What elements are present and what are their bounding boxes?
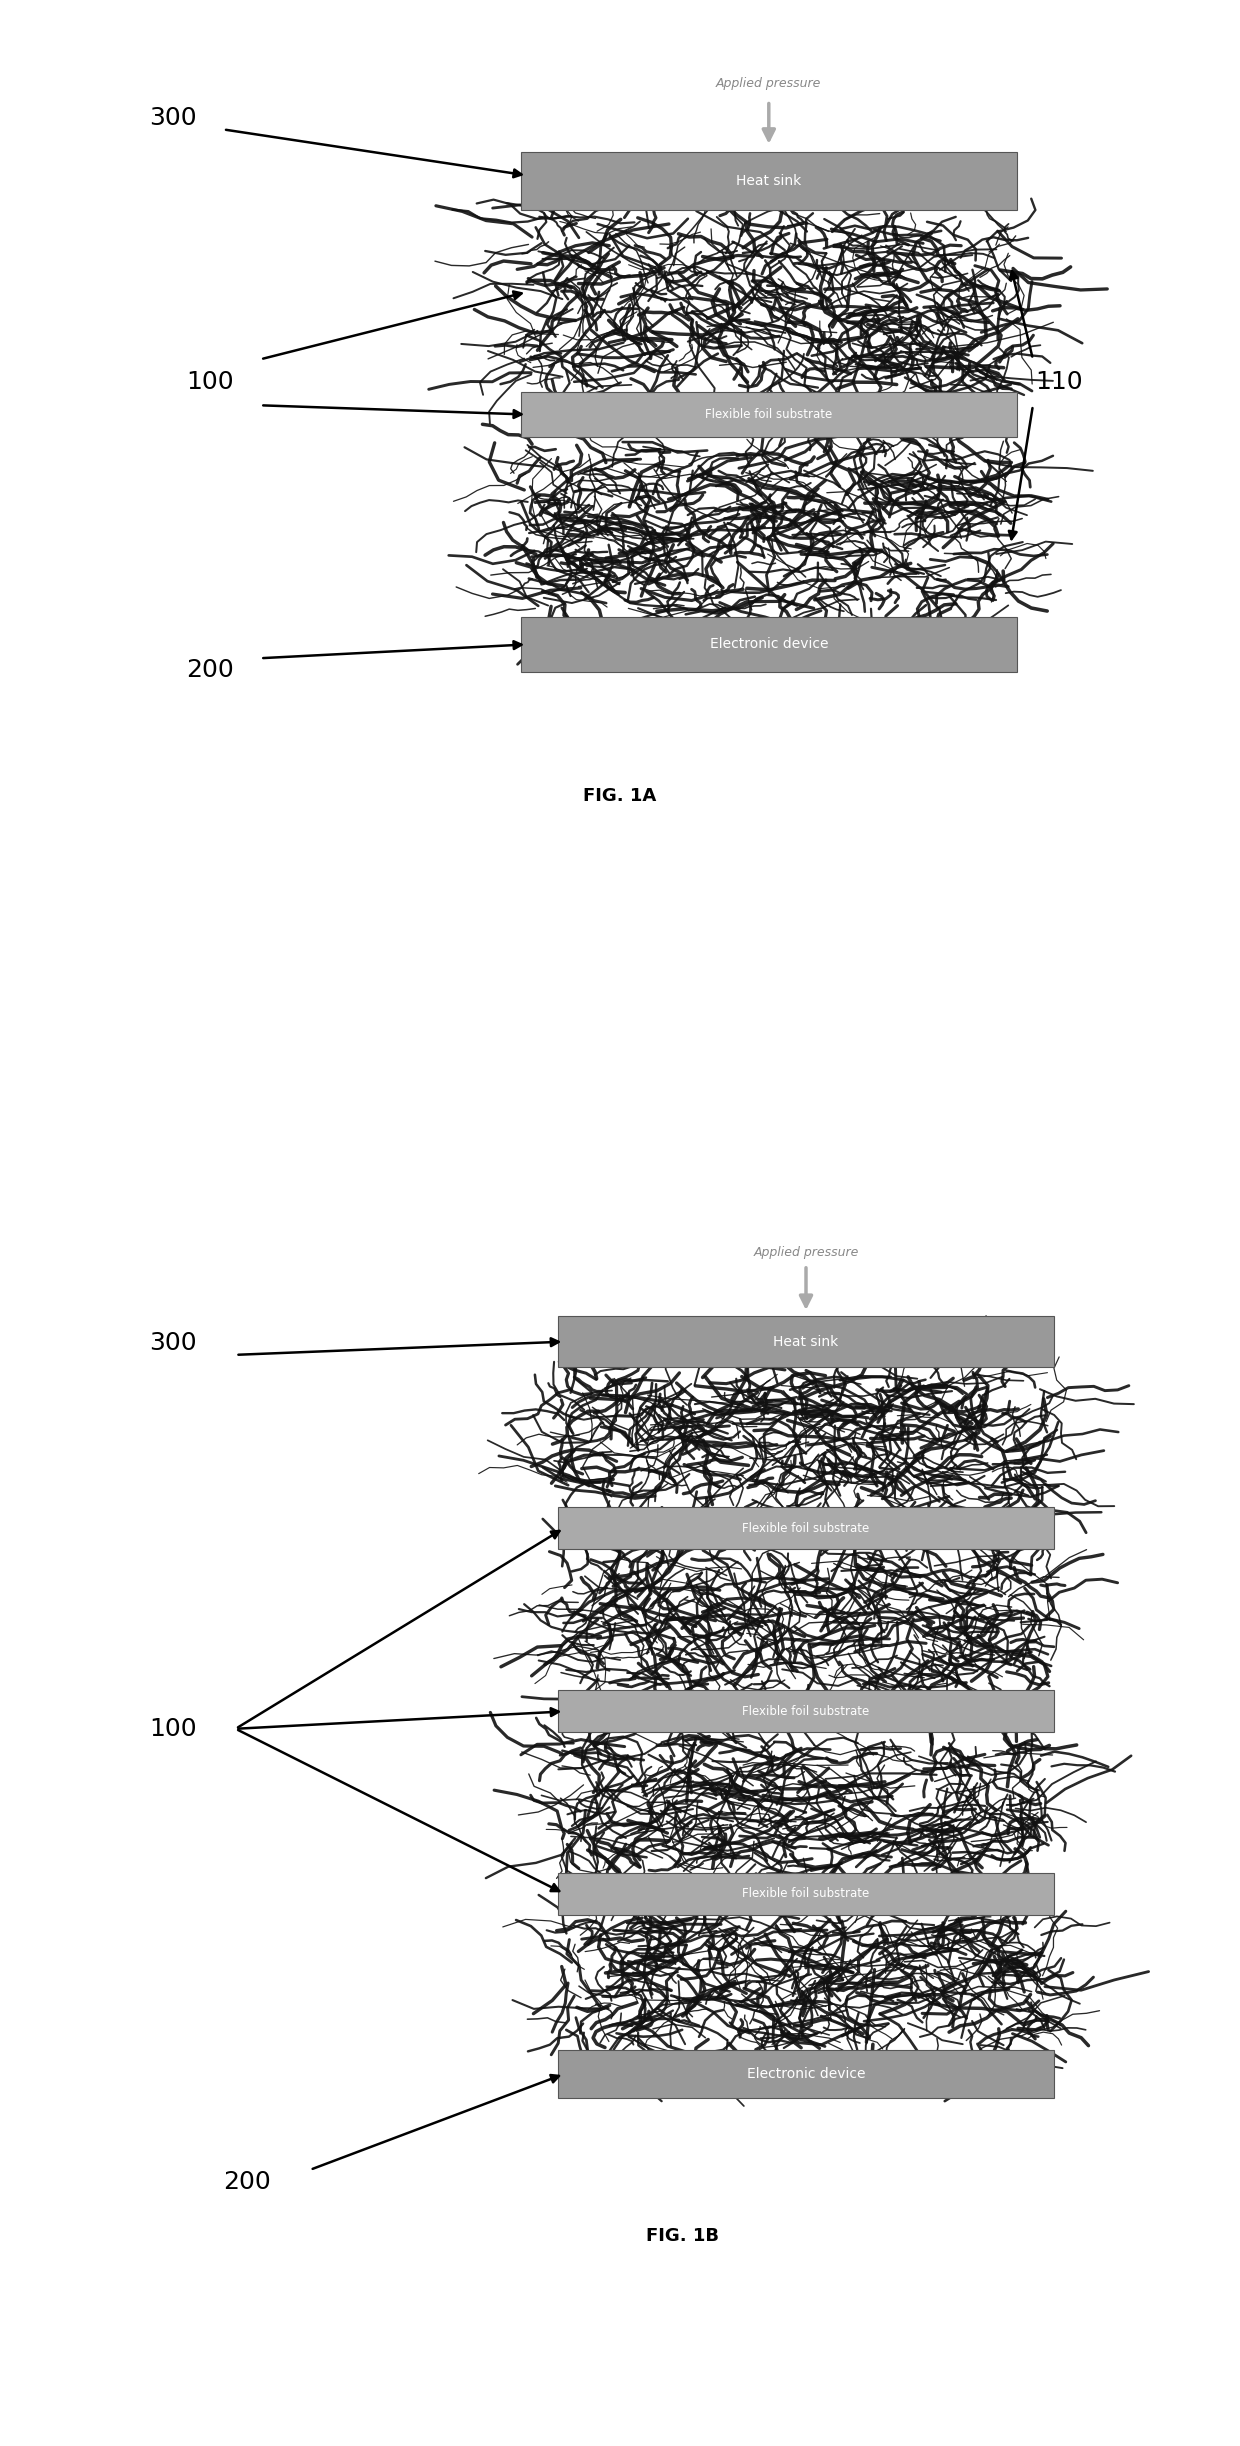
Text: FIG. 1B: FIG. 1B: [646, 2226, 718, 2245]
Text: Flexible foil substrate: Flexible foil substrate: [706, 408, 832, 421]
Text: FIG. 1A: FIG. 1A: [583, 788, 657, 805]
Text: 200: 200: [223, 2170, 272, 2194]
Text: Electronic device: Electronic device: [709, 638, 828, 651]
FancyBboxPatch shape: [558, 2050, 1054, 2099]
FancyBboxPatch shape: [521, 616, 1017, 673]
FancyBboxPatch shape: [521, 213, 1017, 389]
Text: 100: 100: [149, 1717, 196, 1742]
FancyBboxPatch shape: [521, 440, 1017, 614]
Text: Flexible foil substrate: Flexible foil substrate: [743, 1705, 869, 1717]
FancyBboxPatch shape: [558, 1316, 1054, 1367]
FancyBboxPatch shape: [521, 152, 1017, 210]
FancyBboxPatch shape: [558, 1507, 1054, 1548]
Text: 200: 200: [186, 658, 234, 682]
Text: Flexible foil substrate: Flexible foil substrate: [743, 1886, 869, 1901]
Text: Applied pressure: Applied pressure: [754, 1247, 858, 1260]
FancyBboxPatch shape: [558, 1690, 1054, 1732]
Text: 300: 300: [149, 105, 196, 130]
Text: Applied pressure: Applied pressure: [717, 76, 821, 91]
Text: 110: 110: [1035, 369, 1083, 394]
Text: 100: 100: [186, 369, 233, 394]
FancyBboxPatch shape: [558, 1874, 1054, 1915]
FancyBboxPatch shape: [521, 391, 1017, 438]
Text: Heat sink: Heat sink: [737, 174, 801, 188]
Text: 300: 300: [149, 1331, 196, 1355]
Text: Electronic device: Electronic device: [746, 2067, 866, 2082]
Text: Heat sink: Heat sink: [774, 1336, 838, 1348]
Text: Flexible foil substrate: Flexible foil substrate: [743, 1521, 869, 1534]
